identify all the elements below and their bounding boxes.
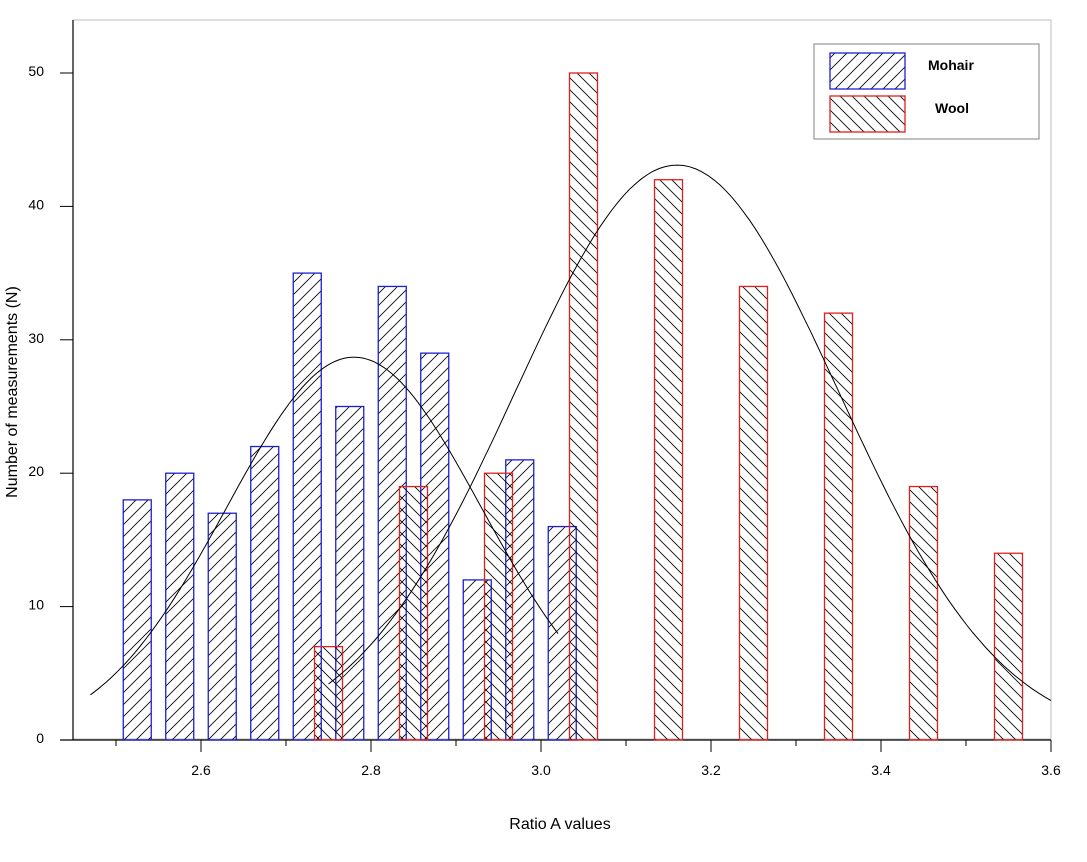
x-tick-label: 3.2 xyxy=(701,762,721,778)
legend-swatch-wool xyxy=(829,95,906,133)
mohair-bar xyxy=(122,499,152,741)
x-tick-label: 2.8 xyxy=(361,762,381,778)
legend-label-mohair: Mohair xyxy=(928,57,974,73)
x-tick-label: 3.4 xyxy=(871,762,891,778)
mohair-bar xyxy=(250,445,280,741)
y-tick-label: 10 xyxy=(28,597,44,613)
wool-bar xyxy=(908,485,939,741)
mohair-bars xyxy=(122,272,577,741)
x-tick-label: 3.6 xyxy=(1041,762,1061,778)
fit-curves xyxy=(90,164,1052,702)
wool-bar xyxy=(313,645,344,741)
x-axis-ticks: 2.6 2.8 3.0 3.2 3.4 3.6 xyxy=(115,740,1061,778)
wool-bar xyxy=(483,472,514,741)
mohair-bar xyxy=(207,512,237,741)
wool-bar xyxy=(653,179,684,741)
wool-fit-curve xyxy=(328,164,1052,702)
x-tick-label: 2.6 xyxy=(191,762,211,778)
wool-bar xyxy=(398,485,429,741)
mohair-fit-curve xyxy=(90,356,559,696)
y-tick-label: 40 xyxy=(28,196,44,212)
y-tick-label: 30 xyxy=(28,330,44,346)
legend-label-wool: Wool xyxy=(935,100,969,116)
legend: Mohair Wool xyxy=(813,43,1040,140)
y-tick-label: 0 xyxy=(36,730,44,746)
x-tick-label: 3.0 xyxy=(531,762,551,778)
mohair-bar xyxy=(165,472,195,741)
wool-bar xyxy=(568,72,599,741)
wool-bar xyxy=(823,312,854,741)
y-axis-ticks: 0 10 20 30 40 50 xyxy=(28,63,73,746)
y-tick-label: 50 xyxy=(28,63,44,79)
y-tick-label: 20 xyxy=(28,463,44,479)
legend-swatch-mohair xyxy=(829,52,906,90)
wool-bar xyxy=(738,285,769,741)
wool-bars xyxy=(313,72,1024,741)
wool-bar xyxy=(993,552,1024,741)
y-axis-label: Number of measurements (N) xyxy=(4,286,21,498)
x-axis-label: Ratio A values xyxy=(509,816,610,833)
